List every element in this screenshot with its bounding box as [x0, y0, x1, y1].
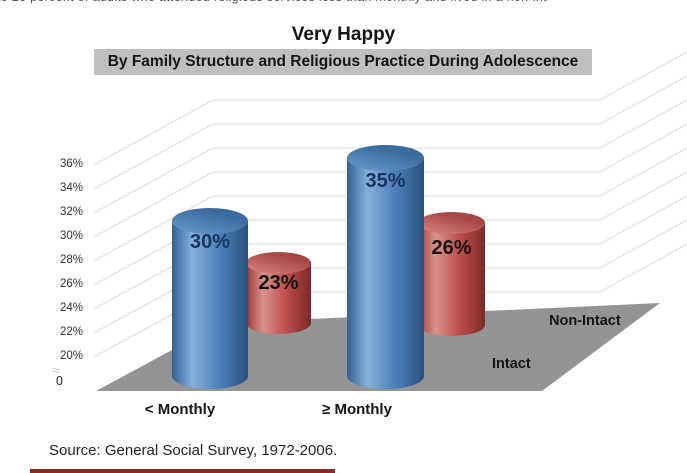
- data-label-nonintact-ge: 26%: [431, 237, 472, 259]
- bar-intact-lt-monthly: [172, 208, 248, 389]
- x-axis-category-ge-monthly: ≥ Monthly: [322, 401, 392, 418]
- y-axis-tick: 22%: [59, 326, 83, 338]
- y-axis-tick: 30%: [59, 230, 83, 242]
- cylinder-body: [246, 263, 311, 334]
- y-axis-tick: 36%: [59, 158, 83, 170]
- y-axis-tick: 32%: [59, 206, 83, 218]
- cylinder-cap: [347, 145, 424, 171]
- series-label-non-intact: Non-Intact: [549, 313, 621, 329]
- y-axis-zero-label: 0: [56, 374, 63, 388]
- bottom-accent-strip: [30, 469, 335, 473]
- bar-non-intact-ge-monthly: [418, 212, 485, 336]
- x-axis-category-lt-monthly: < Monthly: [144, 401, 216, 418]
- cylinder-cap: [172, 208, 248, 234]
- chart-subtitle: By Family Structure and Religious Practi…: [94, 49, 592, 75]
- cylinder-cap: [246, 252, 311, 274]
- cylinder-body: [418, 223, 485, 336]
- y-axis-tick: 28%: [59, 254, 83, 266]
- y-axis-tick: 26%: [59, 278, 83, 290]
- data-label-intact-ge: 35%: [365, 170, 406, 192]
- y-axis-tick: 34%: [59, 182, 83, 194]
- chart-title: Very Happy: [291, 24, 396, 45]
- source-note: Source: General Social Survey, 1972-2006…: [49, 442, 338, 459]
- data-label-intact-lt: 30%: [189, 231, 231, 253]
- bar-intact-ge-monthly: [347, 145, 424, 389]
- bar-non-intact-lt-monthly: [246, 252, 311, 334]
- cylinder-cap: [418, 212, 485, 234]
- clipped-caption-text: to 26 percent of adults who attended rel…: [0, 0, 547, 4]
- cylinder-body: [347, 158, 424, 389]
- series-label-intact: Intact: [492, 356, 531, 372]
- axis-break-icon: ≈: [52, 362, 60, 378]
- cylinder-body: [172, 221, 248, 389]
- y-axis-tick: 20%: [59, 350, 83, 362]
- data-label-nonintact-lt: 23%: [258, 272, 299, 294]
- y-axis-tick: 24%: [59, 302, 83, 314]
